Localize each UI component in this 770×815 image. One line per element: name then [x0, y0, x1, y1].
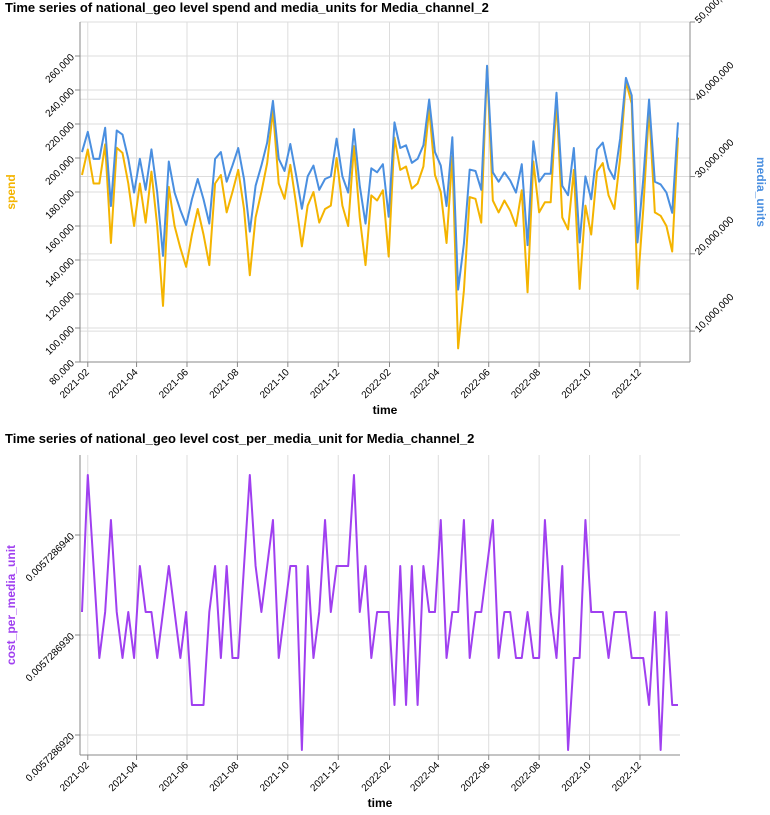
x-tick-label: 2021-04	[107, 760, 141, 794]
x-tick-label: 2021-02	[58, 760, 92, 794]
y2-tick-label: 30,000,000	[693, 137, 736, 180]
y-tick-label: 140,000	[44, 256, 78, 290]
y-tick-label: 0.0057286930	[24, 631, 77, 684]
x-tick-label: 2021-06	[157, 367, 191, 401]
series-line	[81, 64, 679, 291]
x-tick-label: 2022-10	[560, 367, 594, 401]
y-tick-label: 260,000	[44, 52, 78, 86]
y2-tick-label: 50,000,000	[693, 0, 736, 26]
x-tick-label: 2022-12	[610, 367, 644, 401]
y-tick-label: 220,000	[44, 120, 78, 154]
y-tick-label: 240,000	[44, 86, 78, 120]
y-tick-label: 200,000	[44, 154, 78, 188]
y-tick-label: 160,000	[44, 222, 78, 256]
y-tick-label: 100,000	[44, 324, 78, 358]
series-line	[81, 65, 679, 350]
chart-title: Time series of national_geo level cost_p…	[5, 431, 474, 446]
x-axis-title: time	[368, 796, 393, 810]
x-tick-label: 2021-06	[157, 760, 191, 794]
y2-tick-label: 40,000,000	[693, 60, 736, 103]
y-tick-label: 120,000	[44, 290, 78, 324]
x-tick-label: 2021-10	[258, 760, 292, 794]
x-tick-label: 2021-04	[107, 367, 141, 401]
x-tick-label: 2022-08	[509, 760, 543, 794]
x-tick-label: 2022-04	[409, 367, 443, 401]
x-tick-label: 2021-12	[309, 367, 343, 401]
series-line	[81, 474, 678, 751]
x-tick-label: 2022-02	[360, 760, 394, 794]
chart-title: Time series of national_geo level spend …	[5, 0, 489, 15]
x-tick-label: 2022-06	[459, 367, 493, 401]
x-tick-label: 2022-12	[610, 760, 644, 794]
y2-axis-title: media_units	[754, 157, 768, 227]
x-tick-label: 2021-10	[258, 367, 292, 401]
y2-tick-label: 20,000,000	[693, 214, 736, 257]
y-axis-title: spend	[4, 174, 18, 209]
x-tick-label: 2022-02	[360, 367, 394, 401]
y-axis-title: cost_per_media_unit	[4, 545, 18, 665]
x-tick-label: 2021-12	[309, 760, 343, 794]
x-tick-label: 2022-10	[560, 760, 594, 794]
x-tick-label: 2022-04	[409, 760, 443, 794]
x-tick-label: 2021-08	[208, 367, 242, 401]
x-tick-label: 2022-08	[509, 367, 543, 401]
x-tick-label: 2022-06	[459, 760, 493, 794]
y-tick-label: 180,000	[44, 188, 78, 222]
x-tick-label: 2021-08	[208, 760, 242, 794]
y2-tick-label: 10,000,000	[693, 292, 736, 335]
x-axis-title: time	[373, 403, 398, 417]
y-tick-label: 0.0057286940	[24, 531, 77, 584]
